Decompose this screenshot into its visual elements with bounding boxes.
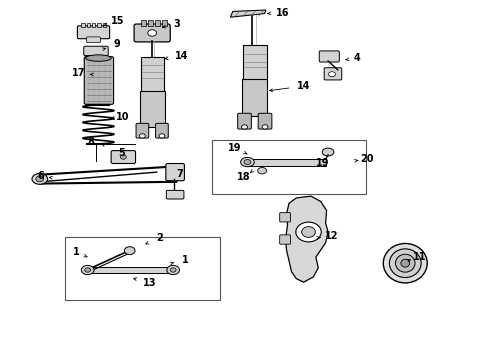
Bar — [148, 20, 153, 26]
Ellipse shape — [148, 30, 157, 36]
Ellipse shape — [36, 176, 44, 182]
Ellipse shape — [296, 222, 321, 242]
Ellipse shape — [167, 265, 179, 275]
FancyBboxPatch shape — [142, 57, 164, 93]
Ellipse shape — [85, 268, 91, 272]
FancyBboxPatch shape — [258, 113, 272, 129]
Text: 18: 18 — [237, 172, 251, 182]
Ellipse shape — [302, 226, 316, 237]
Ellipse shape — [159, 134, 165, 138]
Text: 14: 14 — [297, 81, 310, 91]
Ellipse shape — [86, 55, 111, 61]
FancyBboxPatch shape — [141, 91, 165, 127]
Text: 5: 5 — [118, 148, 125, 158]
Bar — [81, 23, 85, 27]
Ellipse shape — [329, 72, 335, 77]
Ellipse shape — [390, 249, 421, 278]
Ellipse shape — [258, 167, 267, 174]
Ellipse shape — [32, 174, 48, 184]
Bar — [212, 140, 366, 194]
Polygon shape — [88, 267, 173, 273]
Ellipse shape — [401, 259, 410, 267]
Text: 17: 17 — [72, 68, 86, 78]
Bar — [142, 20, 147, 26]
Text: 9: 9 — [114, 40, 121, 49]
Text: 16: 16 — [276, 8, 290, 18]
FancyBboxPatch shape — [324, 68, 342, 80]
Ellipse shape — [242, 125, 247, 129]
Ellipse shape — [81, 265, 94, 275]
FancyBboxPatch shape — [280, 213, 291, 222]
FancyBboxPatch shape — [136, 123, 149, 138]
Ellipse shape — [241, 157, 254, 167]
Text: 19: 19 — [227, 143, 241, 153]
Ellipse shape — [244, 159, 251, 165]
FancyBboxPatch shape — [166, 190, 184, 199]
Text: 1: 1 — [73, 247, 80, 257]
FancyBboxPatch shape — [111, 150, 136, 163]
FancyBboxPatch shape — [280, 235, 291, 244]
FancyBboxPatch shape — [84, 57, 114, 104]
Ellipse shape — [322, 148, 334, 156]
Bar — [65, 237, 220, 300]
Bar — [162, 20, 167, 26]
FancyBboxPatch shape — [134, 24, 170, 42]
Ellipse shape — [170, 268, 176, 272]
Text: 13: 13 — [143, 278, 156, 288]
Bar — [87, 23, 90, 27]
Text: 15: 15 — [111, 16, 125, 26]
Text: 10: 10 — [116, 112, 129, 122]
Polygon shape — [286, 196, 328, 282]
Text: 14: 14 — [175, 51, 188, 61]
Ellipse shape — [395, 254, 415, 272]
Polygon shape — [230, 10, 266, 17]
Text: 8: 8 — [88, 137, 95, 147]
Ellipse shape — [124, 247, 135, 255]
Text: 3: 3 — [173, 19, 180, 29]
Text: 12: 12 — [325, 231, 339, 240]
FancyBboxPatch shape — [238, 113, 251, 129]
Text: 6: 6 — [37, 171, 44, 181]
Bar — [92, 23, 96, 27]
FancyBboxPatch shape — [319, 51, 339, 62]
FancyBboxPatch shape — [243, 45, 268, 80]
Ellipse shape — [121, 155, 126, 159]
Text: 20: 20 — [361, 154, 374, 164]
Text: 4: 4 — [354, 53, 361, 63]
Text: 19: 19 — [316, 158, 329, 168]
Ellipse shape — [383, 243, 427, 283]
FancyBboxPatch shape — [156, 123, 168, 138]
Ellipse shape — [262, 125, 268, 129]
FancyBboxPatch shape — [77, 26, 110, 39]
FancyBboxPatch shape — [84, 46, 108, 55]
Text: 1: 1 — [182, 255, 189, 265]
Bar — [98, 23, 101, 27]
FancyBboxPatch shape — [242, 79, 268, 116]
Bar — [103, 23, 106, 27]
Polygon shape — [247, 159, 326, 166]
Text: 11: 11 — [413, 252, 426, 262]
Text: 2: 2 — [157, 233, 163, 243]
Text: 7: 7 — [176, 169, 183, 179]
FancyBboxPatch shape — [87, 37, 100, 42]
Ellipse shape — [140, 134, 146, 138]
Bar — [155, 20, 160, 26]
FancyBboxPatch shape — [166, 163, 184, 181]
